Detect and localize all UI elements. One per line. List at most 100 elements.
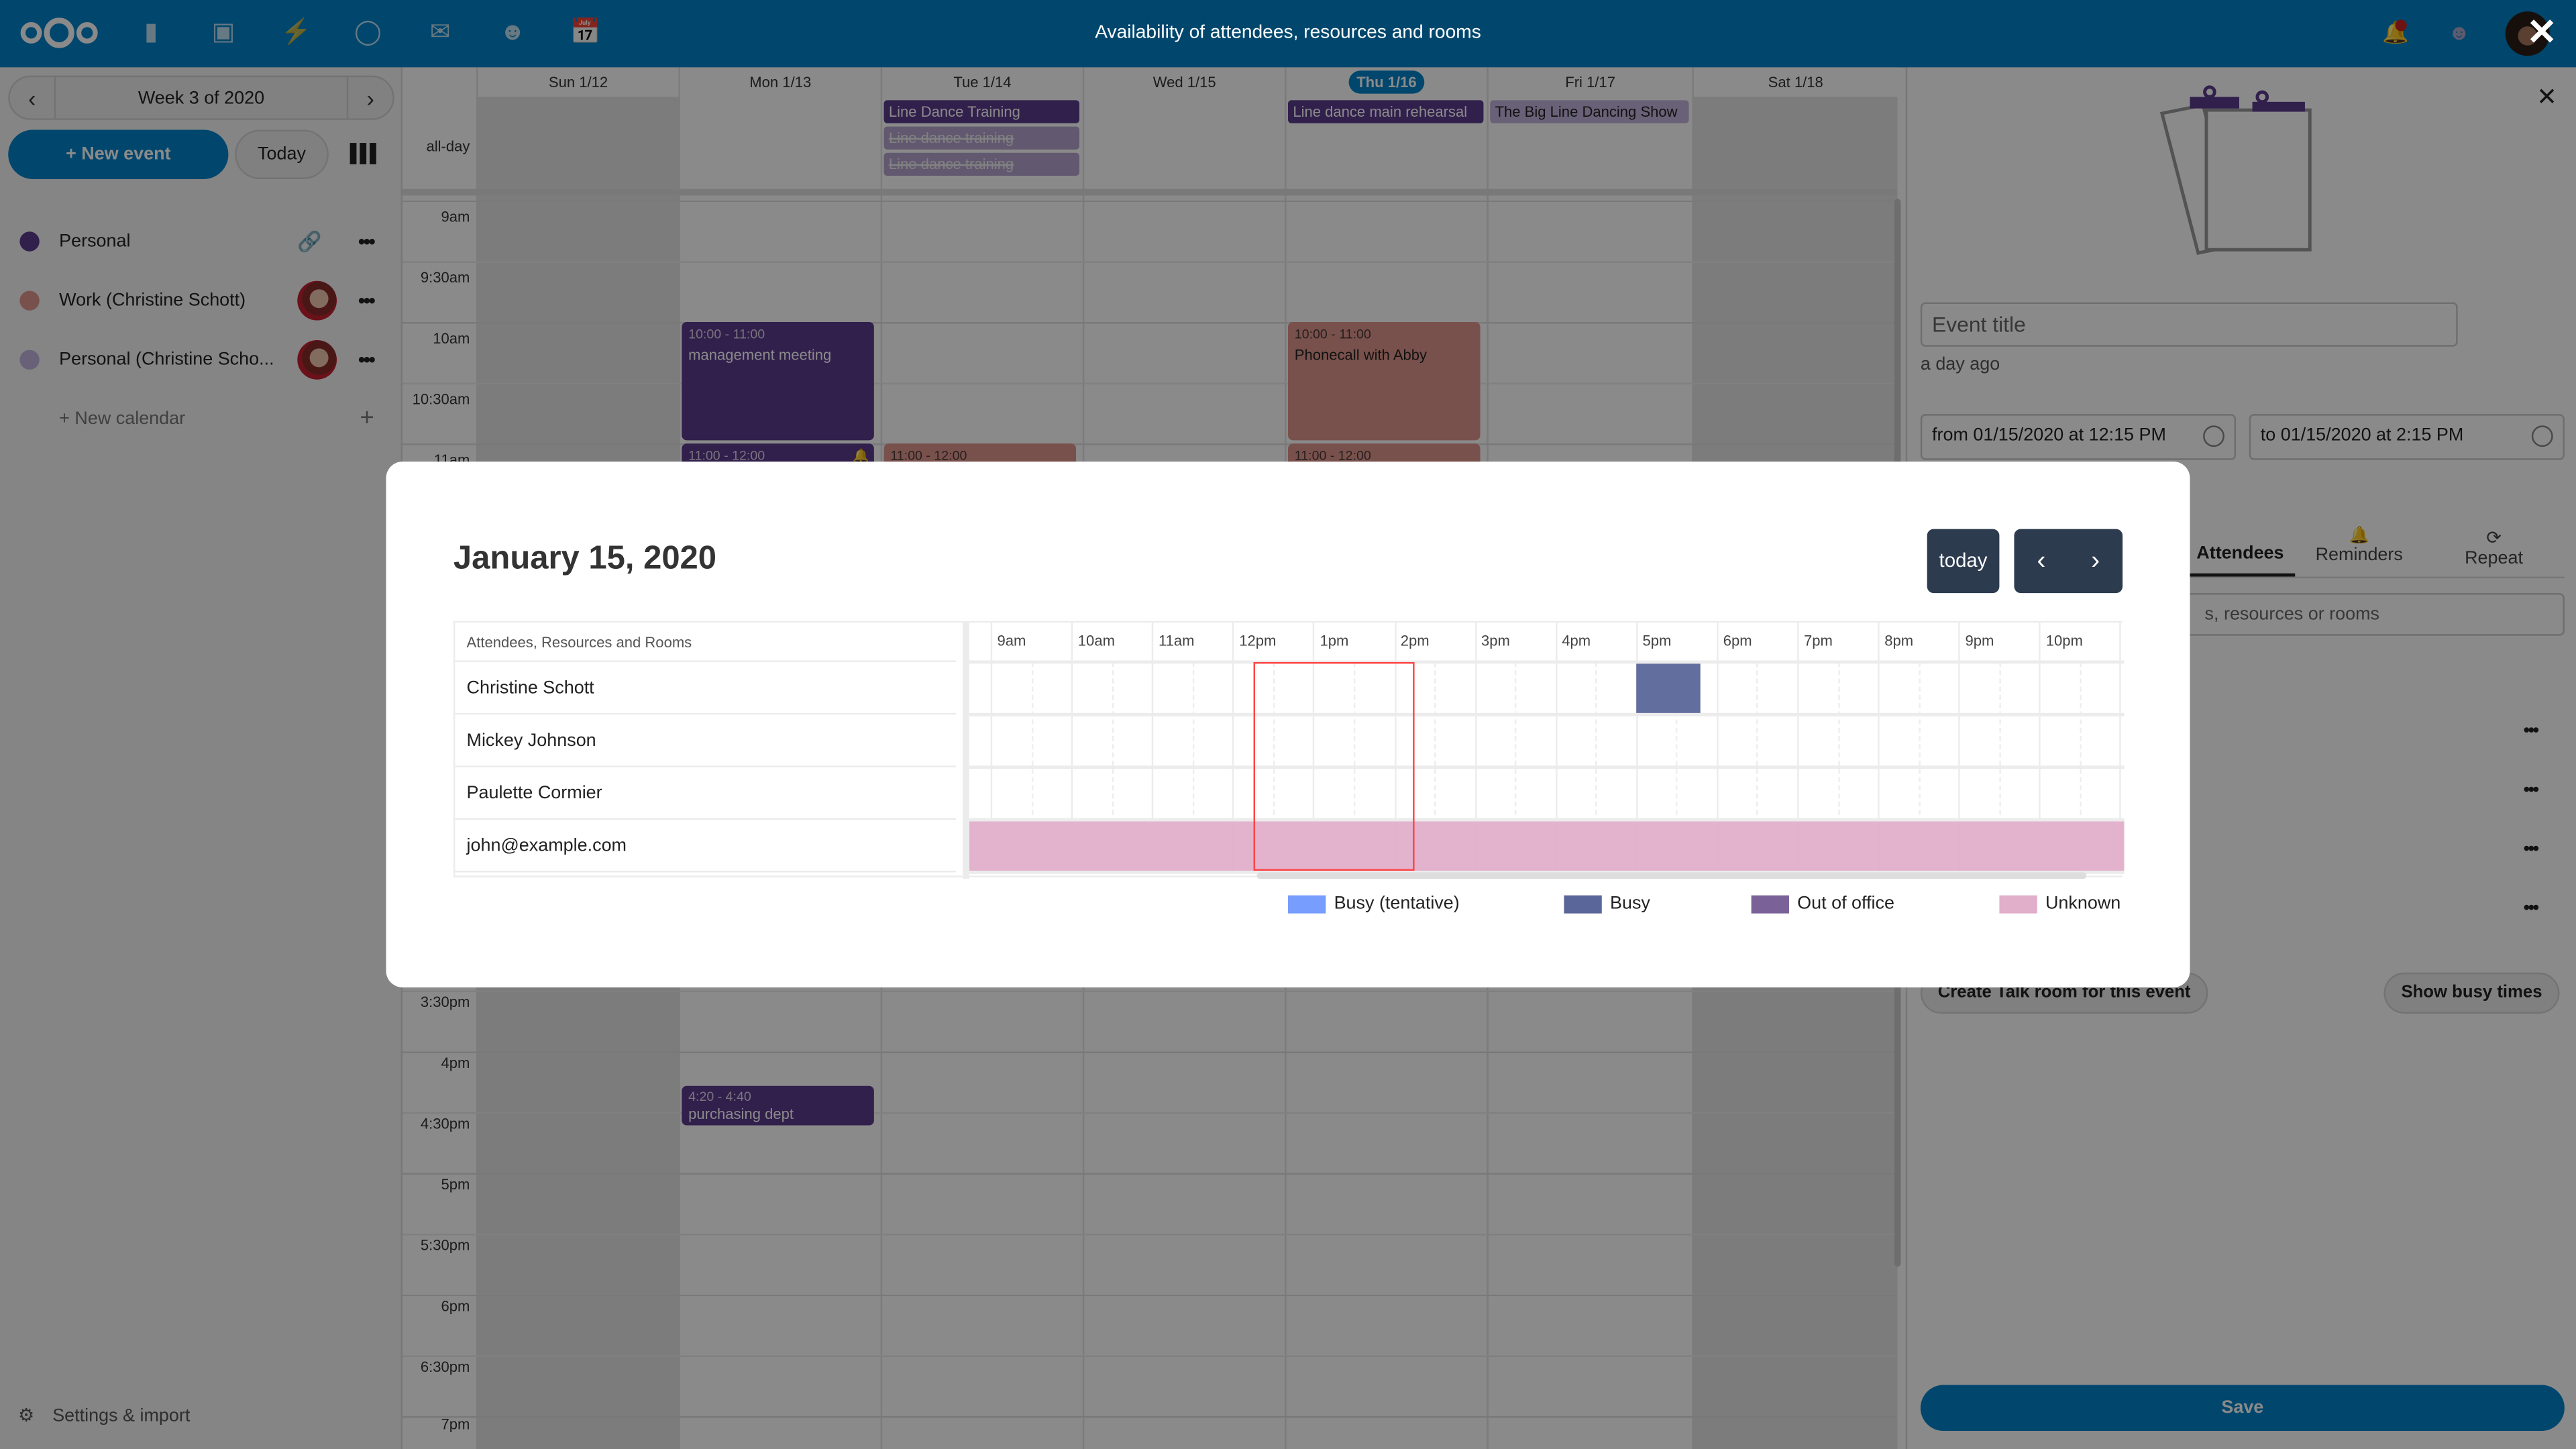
event[interactable]: 10:00 - 11:00 management meeting [682,322,874,441]
freebusy-timeline[interactable]: 9am 10am 11am 12pm 1pm 2pm 3pm 4pm 5pm 6pm 7pm 8pm 9… [963,623,2125,879]
time-label: 9am [441,209,470,225]
calendar-color-dot[interactable] [19,290,40,311]
settings-button[interactable]: ⚙ Settings & import [18,1405,190,1426]
allday-event-cancelled[interactable]: Line dance training [883,126,1079,150]
plus-icon[interactable]: + [360,404,374,433]
selected-time-range[interactable] [1252,661,1414,871]
column-header: Attendees, Resources and Rooms [455,623,957,662]
calendar-item-personal-shared[interactable]: Personal (Christine Scho... ••• [0,335,402,384]
save-button[interactable]: Save [1920,1385,2565,1432]
activity-icon[interactable]: ⚡ [280,17,312,46]
day-header-today: Thu 1/16 [1285,67,1487,97]
allday-event[interactable]: The Big Line Dancing Show [1490,100,1689,123]
horizontal-scrollbar[interactable] [1256,872,2087,879]
tab-attendees[interactable]: Attendees [2196,543,2284,564]
hour-label: 4pm [1562,632,1591,649]
bell-icon: 🔔 [2349,527,2369,546]
day-header: Wed 1/15 [1082,67,1285,97]
hour-label: 12pm [1239,632,1277,649]
time-label: 6pm [441,1297,470,1315]
view-switcher-icon[interactable] [350,143,376,164]
event[interactable]: 4:20 - 4:40 purchasing dept [682,1085,874,1126]
show-busy-times-button[interactable]: Show busy times [2383,972,2560,1014]
start-datetime-value: from 01/15/2020 at 12:15 PM [1932,425,2166,445]
mail-icon[interactable]: ✉ [429,17,451,46]
calendar-item-work[interactable]: Work (Christine Schott) ••• [0,276,402,325]
time-label: 9:30am [420,269,470,286]
calendar-color-dot[interactable] [19,231,40,252]
event-title: management meeting [688,346,832,364]
hour-gridline [1555,623,1557,873]
attendee-more-icon[interactable]: ••• [2523,780,2539,800]
more-icon[interactable]: ••• [358,348,376,372]
event-title-input[interactable]: Event title [1920,302,2458,347]
calendar-color-dot[interactable] [19,350,40,370]
new-calendar-button[interactable]: + New calendar + [0,394,402,443]
owner-avatar [297,339,337,380]
hour-gridline [1393,623,1396,873]
start-datetime-input[interactable]: from 01/15/2020 at 12:15 PM [1920,414,2237,460]
week-label[interactable]: Week 3 of 2020 [54,77,349,119]
hour-gridline [1313,623,1316,873]
calendar-name: Work (Christine Schott) [59,290,246,311]
tab-repeat[interactable]: ⟳ Repeat [2436,527,2551,569]
new-event-button[interactable]: + New event [8,129,229,179]
calendar-name: Personal (Christine Scho... [59,350,274,370]
calendar-item-personal[interactable]: Personal 🔗 ••• [0,217,402,266]
attendee-more-icon[interactable]: ••• [2523,898,2539,918]
globe-icon[interactable] [2203,425,2224,447]
time-label: 10am [433,330,470,347]
end-datetime-input[interactable]: to 01/15/2020 at 2:15 PM [2249,414,2565,460]
prev-day-button[interactable]: ‹ [2037,547,2046,576]
link-icon[interactable]: 🔗 [297,229,322,254]
hour-gridline [1958,623,1961,873]
avatar[interactable] [2505,11,2550,56]
repeat-icon: ⟳ [2486,529,2502,549]
date-navigation: ‹ › [2014,529,2123,594]
hour-gridline [1152,623,1154,873]
search-icon[interactable]: ◯ [354,17,382,46]
hour-label: 8pm [1884,632,1914,649]
next-day-button[interactable]: › [2091,547,2100,576]
freebusy-block-busy [1635,663,1701,713]
nextcloud-logo[interactable] [18,16,100,49]
today-button[interactable]: today [1927,529,2000,594]
hour-label: 9am [997,632,1026,649]
attendee-row-name: Paulette Cormier [455,767,957,820]
hour-label: 9pm [1965,632,1994,649]
photos-icon[interactable]: ▣ [211,17,235,46]
globe-icon[interactable] [2531,425,2553,447]
today-button[interactable]: Today [235,129,329,179]
more-icon[interactable]: ••• [358,289,376,313]
next-week-button[interactable]: › [366,85,374,111]
hour-gridline [1878,623,1880,873]
legend-label: Out of office [1797,894,1894,914]
tab-reminders[interactable]: 🔔 Reminders [2302,527,2416,565]
close-modal-icon[interactable]: ✕ [2526,11,2557,53]
contacts-menu-icon[interactable]: ☻ [2447,19,2471,45]
hour-label: 6pm [1723,632,1752,649]
more-icon[interactable]: ••• [358,229,376,254]
app-navigation: ‹ Week 3 of 2020 › + New event Today Per… [0,67,403,1449]
gear-icon: ⚙ [17,1406,35,1426]
event[interactable]: 10:00 - 11:00 Phonecall with Abby [1288,322,1481,441]
calendar-icon[interactable]: 📅 [570,17,601,46]
row-divider [969,712,2125,716]
files-icon[interactable]: ▮ [144,17,158,46]
hour-gridline [2120,623,2122,873]
freebusy-block-unknown [969,821,2125,871]
hour-label: 7pm [1803,632,1833,649]
prev-week-button[interactable]: ‹ [28,85,36,111]
allday-event[interactable]: Line Dance Training [883,100,1079,123]
legend-label: Busy (tentative) [1334,894,1460,914]
attendee-more-icon[interactable]: ••• [2523,721,2539,741]
bell-icon: 🔔 [853,448,869,464]
allday-label: all-day [426,138,470,155]
close-icon[interactable]: ✕ [2536,83,2558,112]
allday-event-cancelled[interactable]: Line dance training [883,152,1079,176]
tab-label: Repeat [2465,548,2523,569]
allday-event[interactable]: Line dance main rehearsal [1288,100,1484,123]
day-header: Mon 1/13 [678,67,880,97]
attendee-more-icon[interactable]: ••• [2523,839,2539,859]
contacts-icon[interactable]: ☻ [499,17,526,46]
